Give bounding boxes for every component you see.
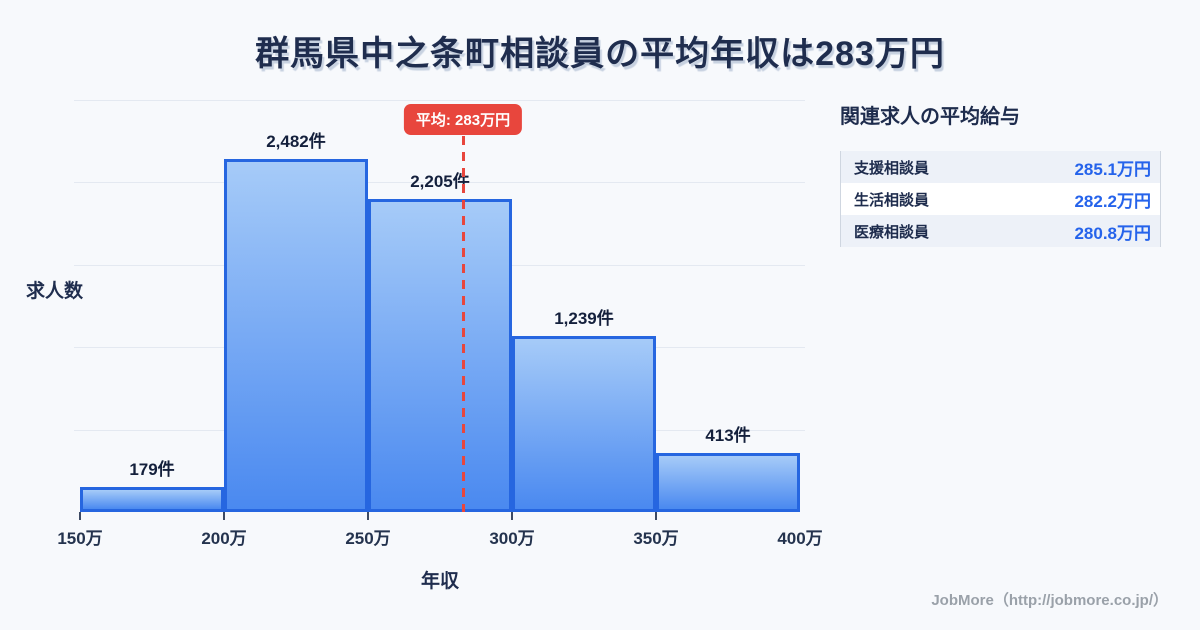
bar-value-label: 413件 — [705, 426, 751, 445]
bar-value-label: 179件 — [129, 460, 175, 479]
x-tick-label: 200万 — [201, 529, 247, 548]
salary-row: 支援相談員 285.1万円 — [841, 151, 1160, 183]
job-value: 280.8万円 — [1074, 223, 1151, 243]
x-tick-label: 400万 — [777, 529, 823, 548]
gridline — [74, 100, 805, 101]
x-axis-label: 年収 — [420, 571, 459, 592]
page-title: 群馬県中之条町相談員の平均年収は283万円 — [255, 35, 945, 73]
salary-table: 支援相談員 285.1万円生活相談員 282.2万円医療相談員 280.8万円 — [840, 151, 1161, 247]
related-jobs-panel: 関連求人の平均給与 支援相談員 285.1万円生活相談員 282.2万円医療相談員 2… — [840, 100, 1161, 247]
bar-group: 1,239件 — [512, 100, 656, 512]
job-label: 支援相談員 — [854, 159, 930, 177]
x-tick-label: 150万 — [57, 529, 103, 548]
x-tick-mark — [367, 512, 369, 520]
job-label: 医療相談員 — [854, 223, 930, 241]
histogram-bar — [512, 336, 656, 512]
average-badge: 平均: 283万円 — [403, 104, 523, 135]
gridline — [74, 182, 805, 183]
salary-row: 生活相談員 282.2万円 — [841, 183, 1160, 215]
panel-title: 関連求人の平均給与 — [840, 106, 1020, 128]
x-tick-mark — [511, 512, 513, 520]
bar-group: 413件 — [656, 100, 800, 512]
footer-credit: JobMore（http://jobmore.co.jp/） — [931, 592, 1168, 609]
x-tick-label: 350万 — [633, 529, 679, 548]
histogram-bar — [656, 453, 800, 512]
job-value: 282.2万円 — [1074, 191, 1151, 211]
histogram-bar — [224, 159, 368, 512]
bar-group: 179件 — [80, 100, 224, 512]
histogram-bar — [368, 199, 512, 512]
average-line — [462, 136, 465, 512]
job-value: 285.1万円 — [1074, 159, 1151, 179]
bar-value-label: 2,205件 — [410, 172, 470, 191]
x-tick-mark — [655, 512, 657, 520]
job-label: 生活相談員 — [854, 191, 930, 209]
salary-row: 医療相談員 280.8万円 — [841, 215, 1160, 247]
bar-value-label: 1,239件 — [554, 309, 614, 328]
x-tick-label: 300万 — [489, 529, 535, 548]
histogram-chart: 179件 2,482件 2,205件 1,239件 413件 150万 200万 250万 3… — [57, 100, 823, 548]
x-tick-mark — [223, 512, 225, 520]
bar-group: 2,482件 — [224, 100, 368, 512]
bar-group: 2,205件 — [368, 100, 512, 512]
bar-value-label: 2,482件 — [266, 132, 326, 151]
x-tick-label: 250万 — [345, 529, 391, 548]
y-axis-label: 求人数 — [26, 281, 84, 302]
x-tick-mark — [79, 512, 81, 520]
histogram-bar — [80, 487, 224, 512]
